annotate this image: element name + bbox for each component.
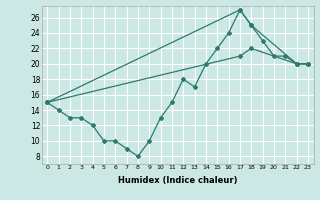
X-axis label: Humidex (Indice chaleur): Humidex (Indice chaleur) xyxy=(118,176,237,185)
